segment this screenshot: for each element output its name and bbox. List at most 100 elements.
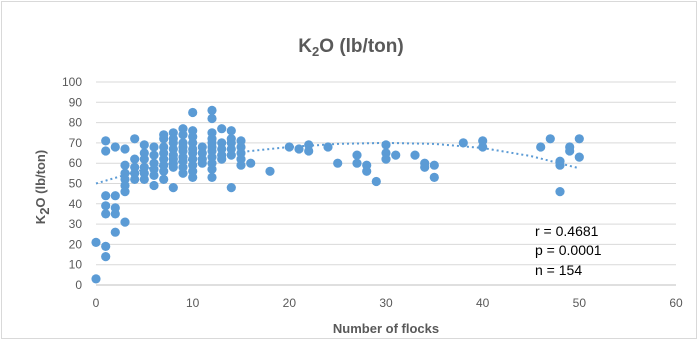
data-point xyxy=(420,162,430,172)
data-point xyxy=(207,172,217,182)
data-point xyxy=(429,172,439,182)
data-point xyxy=(207,113,217,124)
y-tick-label: 50 xyxy=(69,177,83,191)
x-tick-label: 20 xyxy=(283,296,297,310)
data-point xyxy=(110,191,120,201)
data-point xyxy=(120,160,130,170)
data-point xyxy=(91,237,101,247)
data-point xyxy=(139,154,149,164)
data-point xyxy=(429,160,439,170)
data-point xyxy=(159,134,169,144)
data-point xyxy=(197,158,207,168)
data-point xyxy=(284,142,294,152)
y-tick-labels: 0 10 20 30 40 50 60 70 80 90 100 xyxy=(62,75,82,292)
data-point xyxy=(188,172,198,182)
data-point xyxy=(207,105,217,115)
data-point xyxy=(236,160,246,170)
data-point xyxy=(188,107,198,118)
data-point xyxy=(101,136,111,146)
data-point xyxy=(555,160,565,170)
data-point xyxy=(352,150,362,160)
chart-title: K2O (lb/ton) xyxy=(298,36,403,59)
data-point xyxy=(217,124,227,134)
data-point xyxy=(323,142,333,152)
data-point xyxy=(555,187,565,197)
x-tick-label: 50 xyxy=(573,296,587,310)
data-point xyxy=(226,150,236,160)
data-point xyxy=(168,183,178,193)
data-point xyxy=(352,158,362,168)
y-tick-label: 20 xyxy=(69,237,83,251)
y-tick-label: 10 xyxy=(69,258,83,272)
data-point xyxy=(101,241,111,251)
data-point xyxy=(217,154,227,164)
data-point xyxy=(478,142,488,152)
data-point xyxy=(139,140,149,150)
data-points xyxy=(91,105,584,284)
data-point xyxy=(246,158,256,168)
data-point xyxy=(168,162,178,172)
y-tick-label: 0 xyxy=(75,278,82,292)
data-point xyxy=(101,201,111,211)
data-point xyxy=(362,166,372,176)
data-point xyxy=(149,170,159,180)
y-tick-label: 80 xyxy=(69,116,83,130)
x-tick-label: 0 xyxy=(93,296,100,310)
data-point xyxy=(120,187,130,197)
data-point xyxy=(101,191,111,201)
data-point xyxy=(333,158,343,168)
stat-r: r = 0.4681 xyxy=(535,223,599,239)
data-point xyxy=(149,150,159,160)
data-point xyxy=(149,142,159,152)
data-point xyxy=(120,217,130,227)
data-point xyxy=(139,174,149,184)
data-point xyxy=(574,134,584,144)
data-point xyxy=(565,146,575,156)
data-point xyxy=(101,252,111,262)
data-point xyxy=(410,150,420,160)
data-point xyxy=(545,134,555,144)
data-point xyxy=(381,154,391,164)
data-point xyxy=(536,142,546,152)
data-point xyxy=(101,146,111,156)
data-point xyxy=(130,134,140,144)
data-point xyxy=(178,130,188,140)
y-tick-label: 60 xyxy=(69,156,83,170)
data-point xyxy=(120,144,130,154)
x-tick-label: 10 xyxy=(186,296,200,310)
y-tick-label: 40 xyxy=(69,197,83,211)
stat-p: p = 0.0001 xyxy=(535,242,602,258)
data-point xyxy=(130,174,140,184)
trendline xyxy=(95,141,580,185)
data-point xyxy=(304,146,314,156)
data-point xyxy=(149,180,159,191)
y-tick-label: 70 xyxy=(69,136,83,150)
data-point xyxy=(265,166,275,176)
x-tick-labels: 0 10 20 30 40 50 60 xyxy=(93,296,683,310)
x-tick-label: 60 xyxy=(669,296,683,310)
data-point xyxy=(574,152,584,162)
x-tick-label: 30 xyxy=(379,296,393,310)
data-point xyxy=(91,274,101,284)
gridlines xyxy=(96,81,676,286)
data-point xyxy=(371,176,381,187)
data-point xyxy=(294,144,304,154)
data-point xyxy=(178,168,188,178)
data-point xyxy=(207,164,217,174)
data-point xyxy=(159,174,169,184)
data-point xyxy=(110,142,120,152)
y-tick-label: 30 xyxy=(69,217,83,231)
data-point xyxy=(101,209,111,219)
y-axis-label: K2O (lb/ton) xyxy=(33,150,52,224)
data-point xyxy=(226,126,236,136)
data-point xyxy=(391,150,401,160)
data-point xyxy=(130,154,140,164)
stat-n: n = 154 xyxy=(535,262,582,278)
data-point xyxy=(110,209,120,219)
data-point xyxy=(110,227,120,237)
data-point xyxy=(381,140,391,150)
data-point xyxy=(159,166,169,176)
x-axis-label: Number of flocks xyxy=(333,321,439,336)
